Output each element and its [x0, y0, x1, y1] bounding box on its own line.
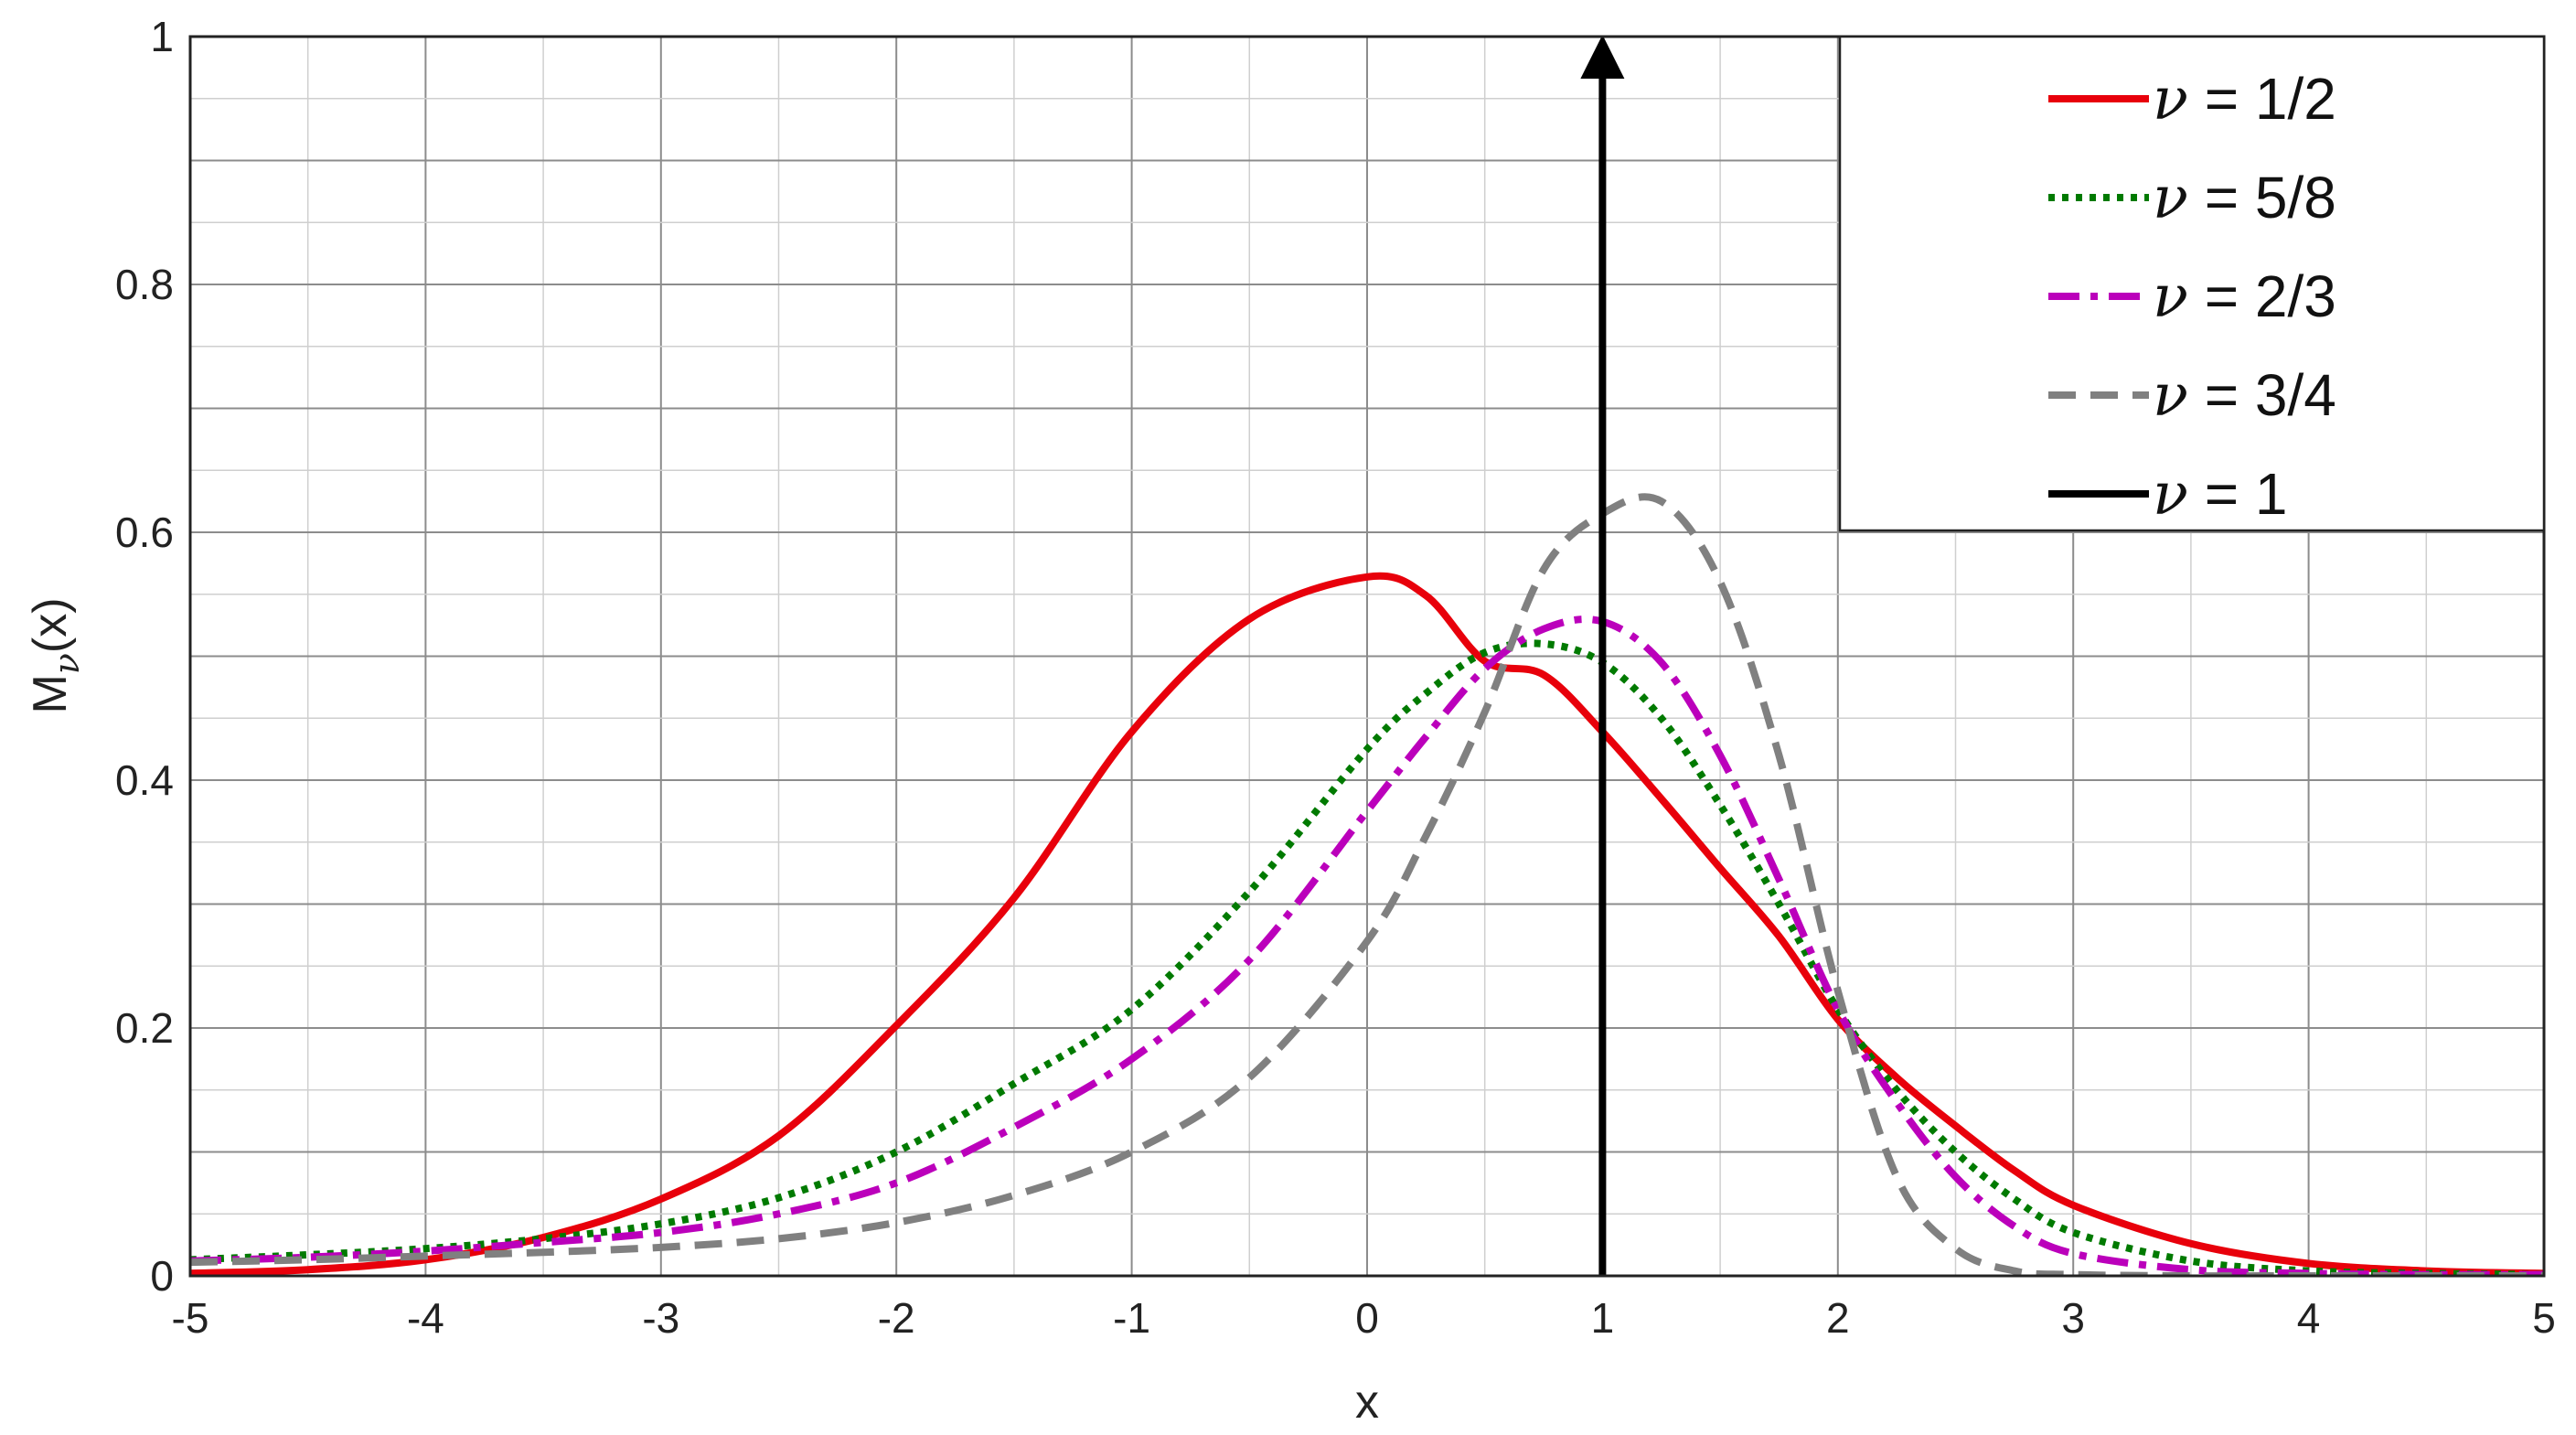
y-tick-label: 0.4: [115, 756, 174, 804]
y-tick-label: 0: [150, 1252, 174, 1300]
x-tick-label: 1: [1591, 1294, 1615, 1342]
x-axis-label: x: [1355, 1376, 1379, 1429]
legend-label-value: = 1/2: [2188, 66, 2336, 132]
plot-frame: [188, 35, 2546, 1278]
legend-label-value: = 5/8: [2188, 165, 2336, 230]
ticks: -5 -4 -3 -2 -1 0 1 2 3 4 5 0 0.2 0.4 0.6 0.8 1: [115, 13, 2556, 1342]
legend: ν = 1/2ν = 5/8ν = 2/3ν = 3/4ν = 1: [1838, 35, 2546, 532]
y-tick-label: 1: [150, 13, 174, 60]
x-tick-label: 5: [2532, 1294, 2556, 1342]
x-tick-label: -3: [642, 1294, 679, 1342]
legend-label-value: = 1: [2188, 461, 2288, 527]
legend-label: ν = 2/3: [2153, 263, 2336, 331]
legend-label-value: = 3/4: [2188, 362, 2336, 428]
x-tick-label: 0: [1355, 1294, 1379, 1342]
legend-label: ν = 5/8: [2153, 165, 2336, 232]
legend-label: ν = 1/2: [2153, 66, 2336, 134]
x-tick-label: 3: [2061, 1294, 2085, 1342]
legend-box: [1838, 35, 2546, 532]
legend-label-value: = 2/3: [2188, 263, 2336, 329]
y-axis-label-main: M: [24, 674, 77, 713]
x-tick-label: -2: [878, 1294, 915, 1342]
y-axis-label: Mν(x): [24, 597, 87, 713]
series-line-nu-2-3: [190, 616, 2544, 1276]
legend-label: ν = 3/4: [2153, 362, 2336, 430]
x-tick-label: -4: [407, 1294, 444, 1342]
y-tick-label: 0.6: [115, 509, 174, 556]
y-axis-label-subscript: ν: [47, 653, 87, 674]
y-tick-label: 0.2: [115, 1004, 174, 1052]
legend-label-symbol: ν: [2153, 263, 2188, 331]
series-line-nu-1-2: [190, 572, 2544, 1276]
legend-label-symbol: ν: [2153, 461, 2188, 529]
x-tick-label: -1: [1113, 1294, 1150, 1342]
x-tick-label: 2: [1826, 1294, 1850, 1342]
legend-label-symbol: ν: [2153, 165, 2188, 232]
y-tick-label: 0.8: [115, 261, 174, 308]
series-line-nu-3-4: [190, 493, 2544, 1276]
axis-titles: x Mν(x): [24, 597, 1379, 1429]
x-tick-label: 4: [2297, 1294, 2321, 1342]
y-axis-label-suffix: (x): [24, 597, 77, 653]
legend-label: ν = 1: [2153, 461, 2287, 529]
legend-label-symbol: ν: [2153, 362, 2188, 430]
x-tick-label: -5: [172, 1294, 209, 1342]
series-group: [190, 37, 2544, 1276]
legend-label-symbol: ν: [2153, 66, 2188, 134]
